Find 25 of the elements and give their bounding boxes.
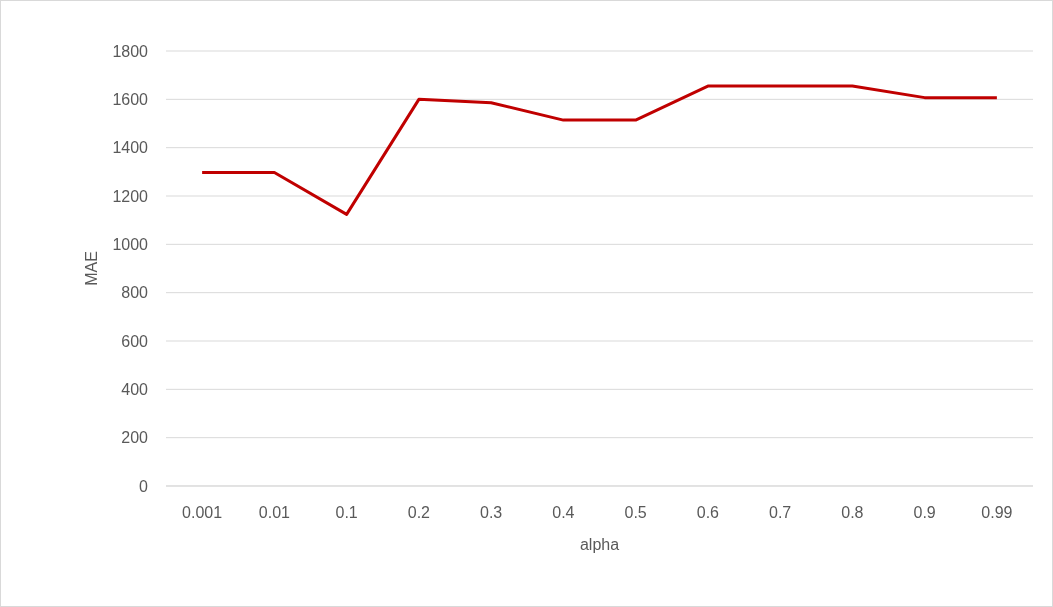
y-tick-label: 1400: [112, 139, 149, 157]
x-tick-label: 0.2: [407, 504, 431, 521]
y-tick-label: 1200: [112, 187, 149, 205]
x-tick-label: 0.7: [769, 504, 792, 521]
line-series: [200, 84, 999, 216]
y-tick-label: 600: [121, 332, 149, 350]
x-tick-label: 0.4: [552, 504, 575, 521]
x-tick-label: 0.99: [981, 504, 1013, 521]
x-tick-label: 0.3: [480, 504, 503, 521]
y-tick-label: 0: [139, 477, 149, 495]
x-tick-label: 0.8: [841, 504, 864, 521]
y-tick-label: 400: [121, 380, 149, 398]
y-axis-title: MAE: [83, 251, 100, 286]
y-tick-label: 1000: [112, 235, 149, 253]
x-tick-label: 0.001: [182, 504, 223, 521]
x-axis-title: alpha: [579, 536, 620, 553]
y-tick-label: 200: [121, 429, 149, 447]
x-tick-label: 0.01: [258, 504, 291, 521]
y-tick-label: 1600: [112, 90, 149, 108]
y-tick-label: 1800: [112, 42, 149, 60]
y-tick-label: 800: [121, 284, 149, 302]
x-tick-label: 0.6: [696, 504, 720, 521]
x-tick-label: 0.1: [335, 504, 358, 521]
x-tick-label: 0.9: [913, 504, 936, 521]
x-tick-label: 0.5: [624, 504, 647, 521]
